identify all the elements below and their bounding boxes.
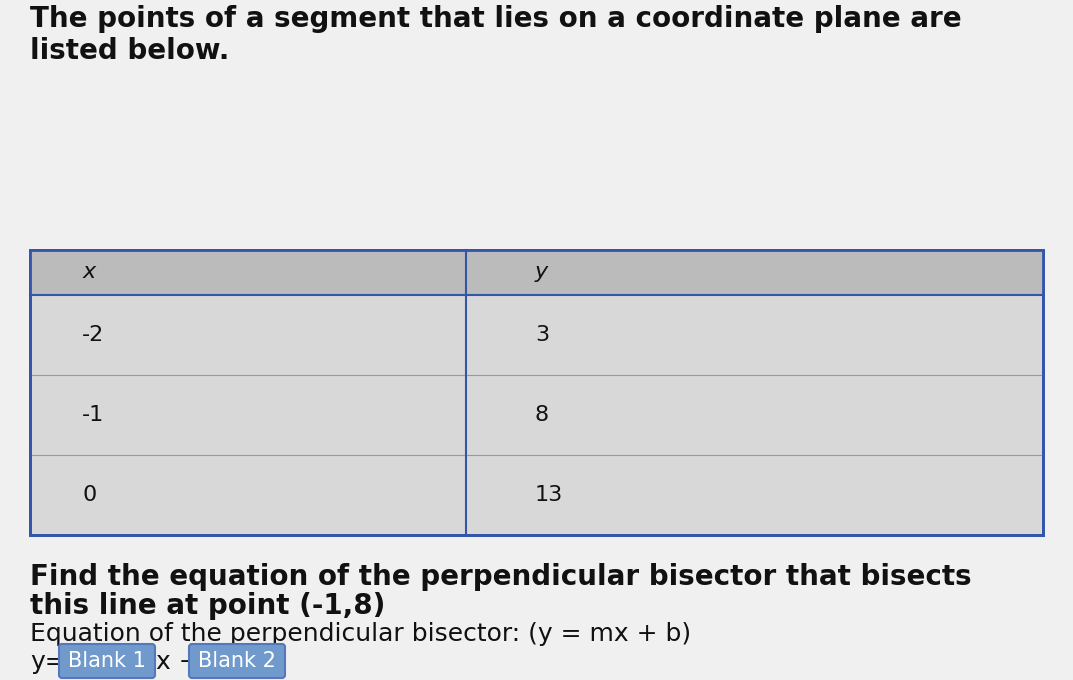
Text: listed below.: listed below.: [30, 37, 230, 65]
Text: 3: 3: [534, 325, 549, 345]
Bar: [30, 250, 1043, 535]
FancyBboxPatch shape: [189, 644, 285, 678]
Text: Find the equation of the perpendicular bisector that bisects: Find the equation of the perpendicular b…: [30, 563, 972, 591]
Text: 13: 13: [534, 485, 563, 505]
FancyBboxPatch shape: [59, 644, 155, 678]
Bar: [30, 250, 1043, 295]
Text: 8: 8: [534, 405, 549, 425]
Text: -2: -2: [83, 325, 104, 345]
Text: The points of a segment that lies on a coordinate plane are: The points of a segment that lies on a c…: [30, 5, 961, 33]
Text: Blank 1: Blank 1: [68, 651, 146, 671]
Text: y: y: [534, 262, 548, 282]
Text: x +: x +: [156, 650, 200, 674]
Text: Equation of the perpendicular bisector: (y = mx + b): Equation of the perpendicular bisector: …: [30, 622, 691, 646]
Text: y=: y=: [30, 650, 65, 674]
Text: Blank 2: Blank 2: [199, 651, 276, 671]
Text: x: x: [83, 262, 95, 282]
Text: -1: -1: [83, 405, 104, 425]
Text: 0: 0: [83, 485, 97, 505]
Bar: [30, 250, 1043, 535]
Text: this line at point (-1,8): this line at point (-1,8): [30, 592, 385, 620]
